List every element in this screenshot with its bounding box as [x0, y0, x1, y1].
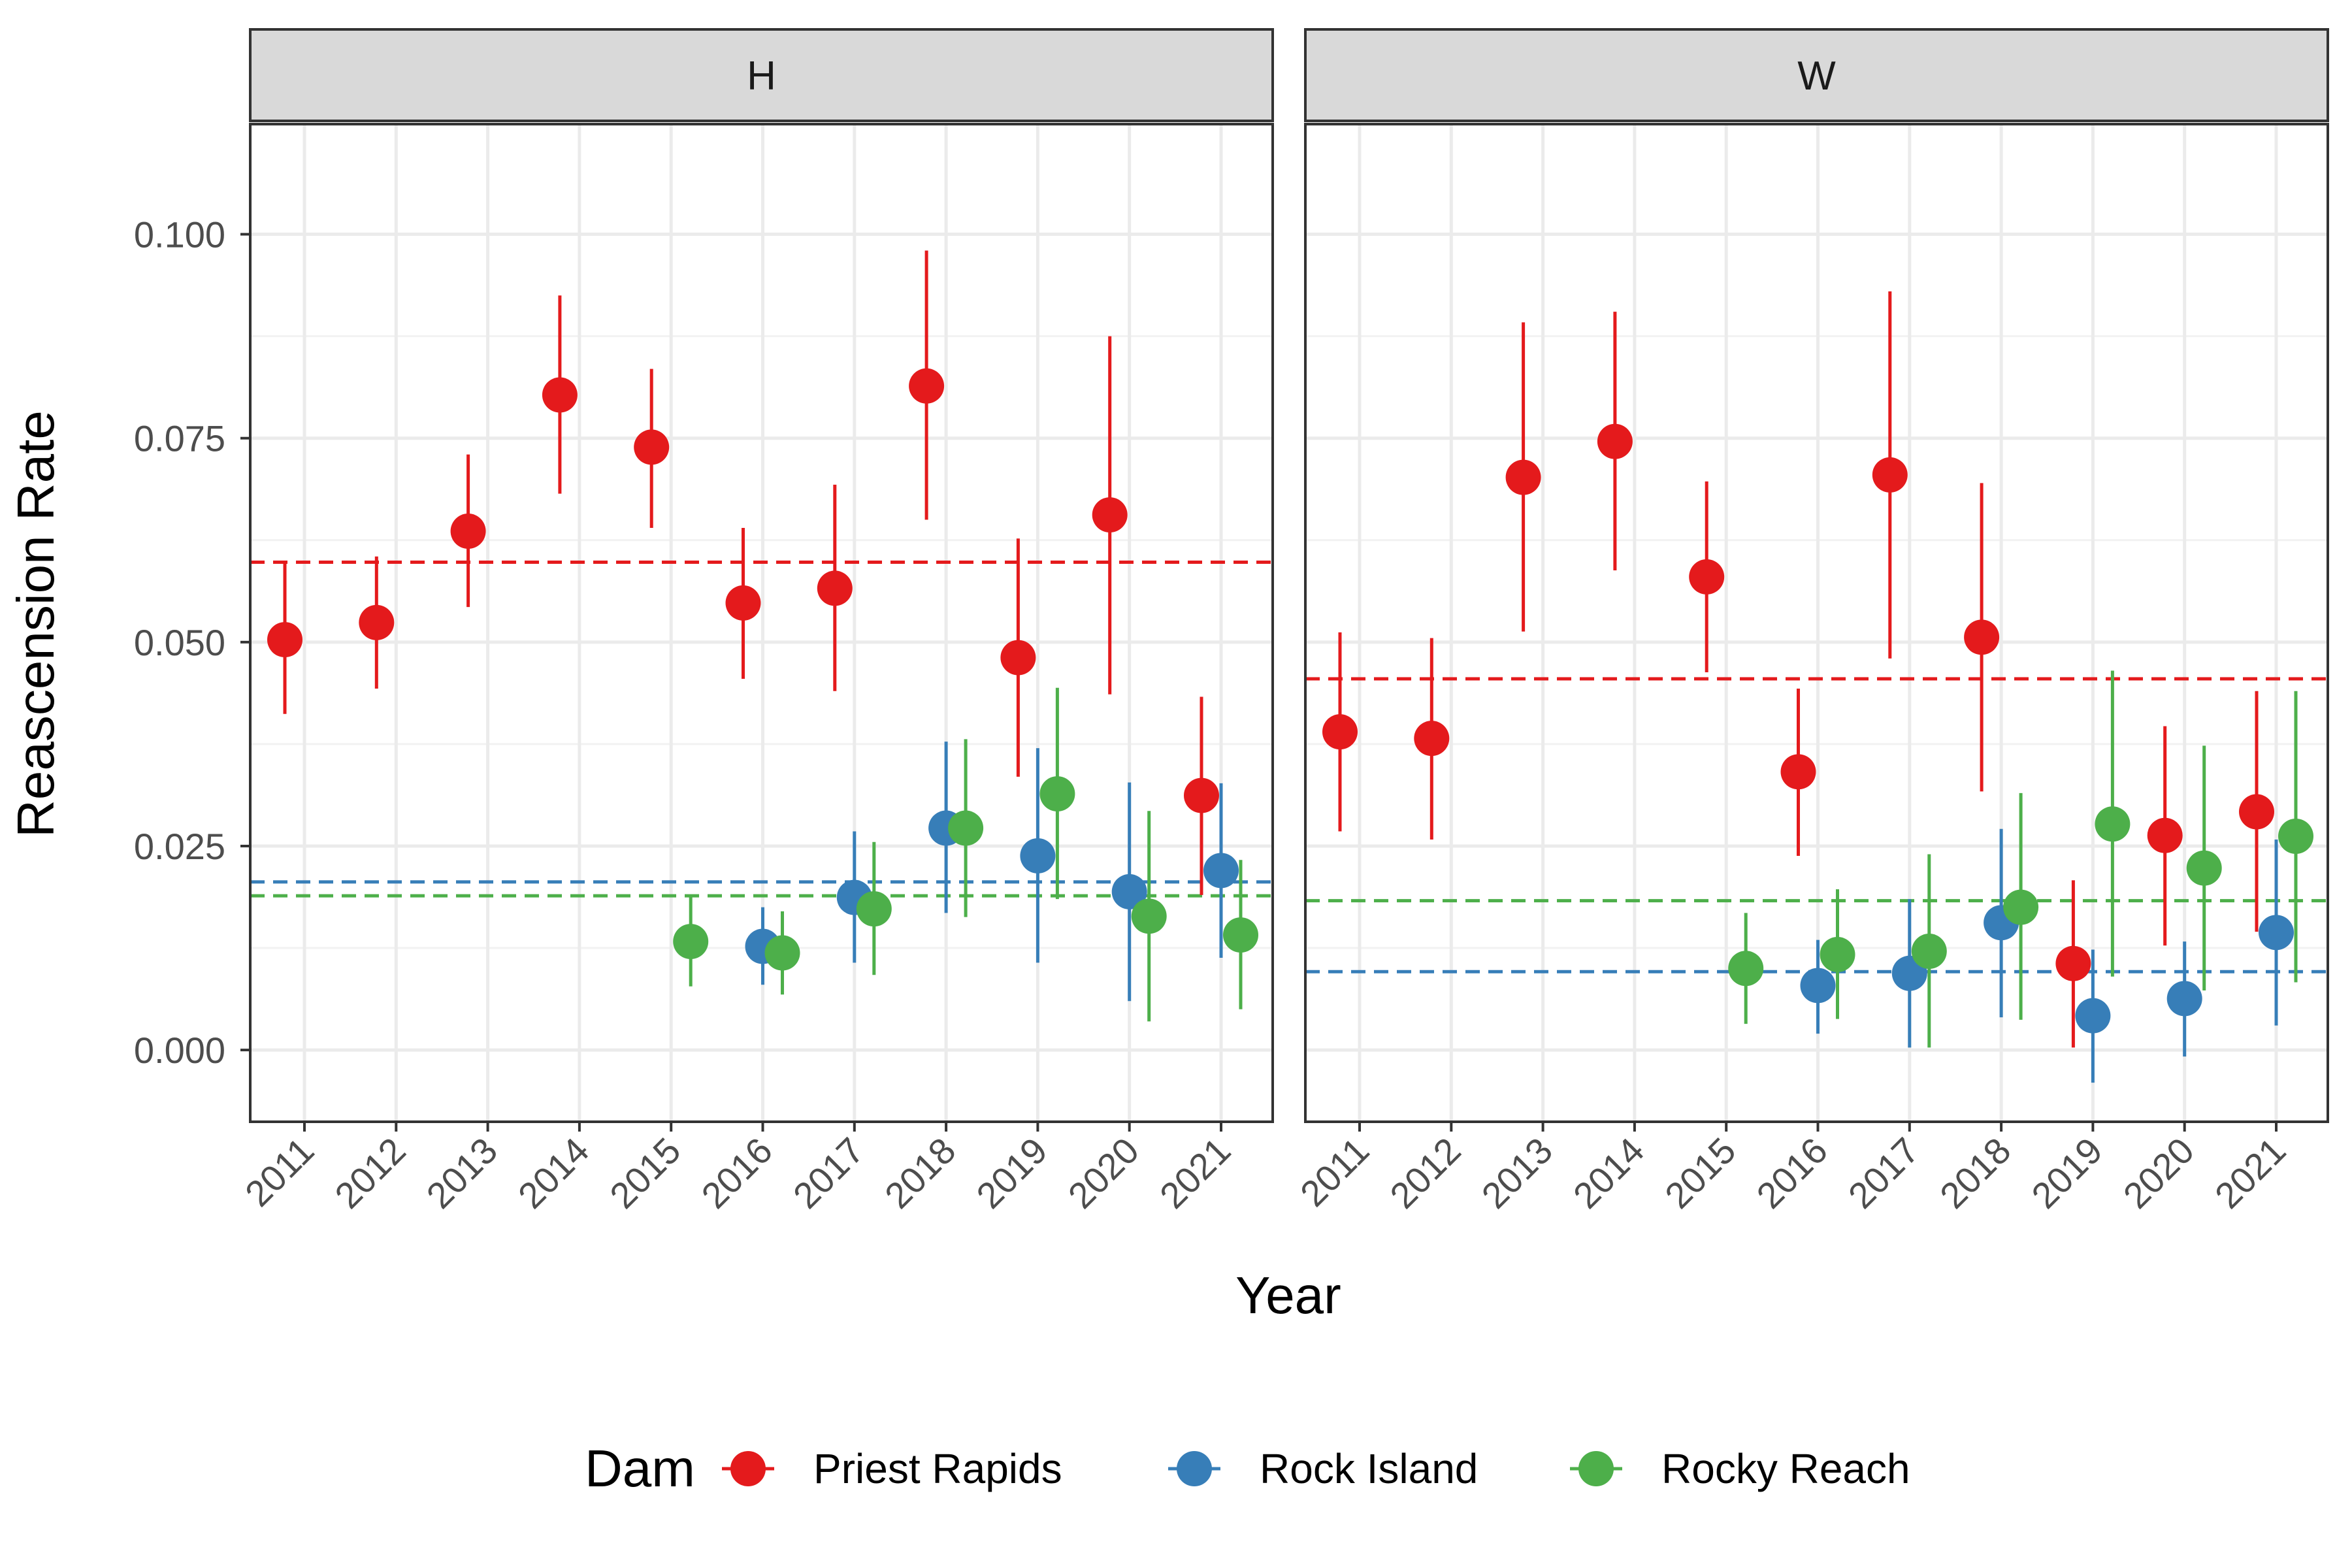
y-tick-label: 0.100	[134, 214, 225, 255]
legend-key-point	[1177, 1451, 1212, 1486]
data-point	[2095, 806, 2131, 842]
y-tick-label: 0.075	[134, 418, 225, 459]
legend-item-priest-rapids: Priest Rapids	[722, 1445, 1062, 1492]
data-point	[1800, 968, 1836, 1004]
data-point	[2259, 915, 2294, 951]
data-point	[1131, 898, 1167, 934]
facet-strip	[1304, 28, 2329, 122]
data-point	[1911, 934, 1947, 970]
series-rocky-reach	[1728, 670, 2313, 1048]
facet-strip	[249, 28, 1274, 122]
data-point	[856, 891, 892, 927]
y-axis: 0.000 0.025 0.050 0.075 0.100	[134, 214, 250, 1071]
y-tick-label: 0.050	[134, 622, 225, 663]
data-point	[673, 924, 709, 960]
data-point	[1039, 776, 1075, 812]
data-point	[725, 585, 761, 621]
legend-key-point	[1578, 1451, 1614, 1486]
facet-strip-label: H	[747, 54, 776, 99]
data-point	[1223, 917, 1258, 953]
legend-item-rocky-reach: Rocky Reach	[1570, 1445, 1910, 1492]
data-point	[948, 810, 984, 846]
data-point	[359, 604, 395, 640]
data-point	[450, 514, 486, 549]
data-point	[817, 570, 853, 606]
data-point	[2278, 819, 2313, 855]
legend: Dam Priest Rapids Rock Island Rocky Reach	[585, 1439, 1910, 1497]
data-point	[542, 377, 578, 413]
y-axis-title: Reascension Rate	[7, 410, 65, 838]
legend-label: Rocky Reach	[1661, 1445, 1910, 1492]
data-point	[2239, 794, 2274, 830]
y-tick-label: 0.025	[134, 826, 225, 867]
legend-label: Rock Island	[1260, 1445, 1478, 1492]
data-point	[1728, 951, 1764, 987]
x-axis-title: Year	[1235, 1266, 1341, 1324]
data-point	[1820, 937, 1855, 973]
data-point	[1964, 619, 2000, 655]
data-point	[1414, 721, 1450, 757]
data-point	[2055, 945, 2091, 981]
data-point	[2075, 998, 2111, 1034]
data-point	[267, 622, 302, 658]
data-point	[1505, 459, 1541, 495]
data-point	[1111, 874, 1147, 909]
data-point	[2003, 889, 2039, 925]
data-point	[909, 368, 945, 404]
data-point	[1000, 640, 1036, 676]
facet-strip-label: W	[1797, 54, 1836, 99]
series-rocky-reach	[673, 687, 1258, 1022]
data-point	[1322, 714, 1358, 750]
data-point	[2166, 981, 2202, 1017]
data-point	[1092, 497, 1128, 533]
data-point	[2147, 817, 2183, 853]
data-point	[1780, 754, 1816, 790]
legend-item-rock-island: Rock Island	[1168, 1445, 1478, 1492]
series-priest-rapids	[1322, 291, 2274, 1048]
data-point	[1020, 838, 1056, 874]
data-point	[1184, 777, 1219, 813]
mean-lines	[250, 560, 1273, 898]
data-point	[634, 429, 670, 465]
data-point	[1203, 853, 1239, 889]
y-tick-label: 0.000	[134, 1030, 225, 1071]
data-point	[1597, 423, 1633, 459]
legend-label: Priest Rapids	[813, 1445, 1062, 1492]
legend-title: Dam	[585, 1439, 695, 1497]
data-point	[764, 935, 800, 971]
series-priest-rapids	[267, 250, 1219, 895]
data-point	[1872, 457, 1908, 493]
data-point	[1689, 559, 1725, 595]
data-point	[2186, 850, 2222, 886]
legend-key-point	[730, 1451, 766, 1486]
